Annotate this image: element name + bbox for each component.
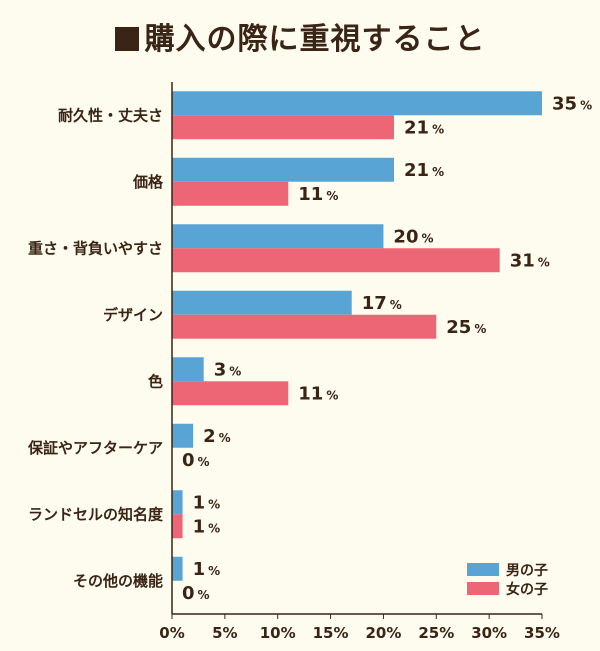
x-tick-label: 35% [524,624,560,642]
x-tick-label: 15% [313,624,349,642]
data-label: 3% [214,359,242,380]
legend-label: 男の子 [506,563,548,579]
category-label: ランドセルの知名度 [28,505,164,523]
bar [172,224,384,249]
data-label: 11% [298,383,338,404]
bar [172,91,542,116]
bar [172,115,394,140]
x-tick-label: 25% [418,624,454,642]
bar [172,314,437,339]
legend-swatch [467,563,499,576]
category-label: 耐久性・丈夫さ [58,106,163,124]
x-tick-label: 0% [159,624,184,642]
data-label: 25% [446,317,486,338]
data-label: 0% [182,450,210,471]
bar [172,381,289,406]
x-tick-label: 5% [212,624,237,642]
bar [172,157,394,182]
legend-label: 女の子 [506,581,548,598]
data-label: 0% [182,583,210,604]
bar [172,423,194,448]
bar [172,357,204,382]
data-label: 21% [404,160,444,181]
title-square-icon [114,27,139,51]
data-label: 11% [298,184,338,205]
bar [172,514,183,539]
x-tick-label: 10% [260,624,296,642]
x-tick-label: 30% [471,624,507,642]
data-label: 1% [193,516,221,537]
bar [172,290,352,315]
data-label: 35% [552,93,592,114]
data-label: 20% [393,226,433,247]
bar [172,181,289,206]
category-label: その他の機能 [73,572,163,590]
data-label: 2% [203,426,231,447]
bar [172,248,500,273]
category-label: 保証やアフターケア [27,439,163,457]
data-label: 31% [510,250,550,271]
category-label: 価格 [132,173,164,191]
category-label: デザイン [103,306,163,324]
x-tick-label: 20% [365,624,401,642]
category-label: 重さ・背負いやすさ [28,239,163,257]
legend-swatch [467,582,499,595]
data-label: 17% [362,293,402,314]
bar [172,556,183,581]
bar [172,490,183,515]
data-label: 21% [404,117,444,138]
chart-title: 購入の際に重視すること [0,14,600,58]
data-label: 1% [193,492,221,513]
category-label: 色 [148,372,163,390]
data-label: 1% [193,559,221,580]
